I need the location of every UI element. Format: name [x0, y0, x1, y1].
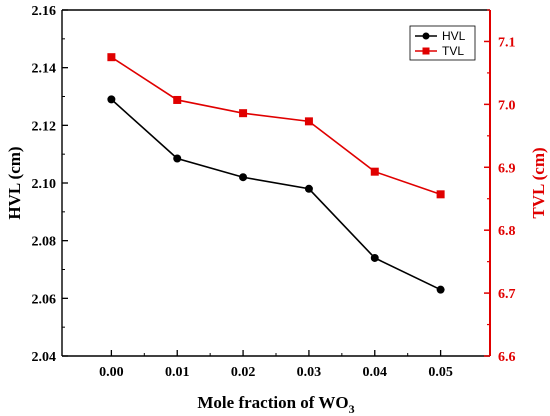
x-axis-title-main: Mole fraction of WO: [197, 393, 348, 412]
legend-box: [409, 25, 476, 61]
x-tick-label: 0.00: [99, 365, 124, 380]
x-axis-title-subscript: 3: [349, 402, 355, 416]
left-y-axis-title: HVL (cm): [5, 146, 24, 219]
left-tick-label: 2.12: [32, 119, 57, 134]
right-tick-label: 6.9: [498, 161, 516, 176]
tvl-series-line: [110, 56, 441, 196]
x-axis-title: Mole fraction of WO3: [197, 393, 354, 416]
left-tick-label: 2.10: [32, 177, 57, 192]
right-tick-label: 6.6: [498, 350, 516, 365]
hvl-legend-label: HVL: [442, 29, 466, 43]
right-tick-label: 7.1: [498, 35, 516, 50]
tvl-data-point: [107, 53, 116, 62]
left-tick-label: 2.16: [32, 4, 57, 19]
hvl-data-point: [436, 285, 445, 294]
left-tick-label: 2.04: [32, 350, 57, 365]
tvl-legend-label: TVL: [442, 44, 464, 58]
hvl-data-point: [370, 253, 379, 262]
left-tick-label: 2.08: [32, 235, 57, 250]
x-tick-label: 0.03: [297, 365, 322, 380]
left-tick-label: 2.14: [32, 62, 57, 77]
tvl-legend-marker: [422, 47, 430, 55]
hvl-data-point: [239, 173, 248, 182]
x-tick-label: 0.01: [165, 365, 190, 380]
tvl-data-point: [304, 117, 313, 126]
x-tick-label: 0.05: [428, 365, 453, 380]
x-tick-label: 0.04: [363, 365, 388, 380]
hvl-data-point: [173, 154, 182, 163]
tvl-data-point: [173, 95, 182, 104]
hvl-series-line: [110, 98, 441, 291]
right-y-axis-title: TVL (cm): [529, 147, 548, 218]
hvl-legend-marker: [422, 32, 430, 40]
x-tick-label: 0.02: [231, 365, 256, 380]
right-tick-label: 6.7: [498, 287, 516, 302]
tvl-data-point: [239, 109, 248, 118]
hvl-data-point: [107, 95, 116, 104]
right-tick-label: 7.0: [498, 98, 516, 113]
tvl-data-point: [436, 190, 445, 199]
hvl-data-point: [304, 184, 313, 193]
tvl-data-point: [370, 167, 379, 176]
right-tick-label: 6.8: [498, 224, 516, 239]
left-tick-label: 2.06: [32, 292, 57, 307]
